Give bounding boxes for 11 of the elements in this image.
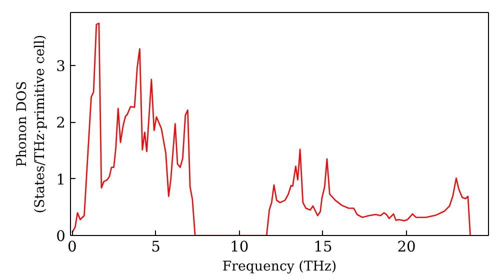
y-tick-label: 3 xyxy=(56,58,66,75)
x-tick-label: 5 xyxy=(151,238,160,256)
x-axis-title: Frequency (THz) xyxy=(222,260,337,274)
x-tick-label: 20 xyxy=(397,238,416,256)
y-tick-label: 0 xyxy=(56,228,66,245)
y-axis-title: Phonon DOS (States/THz·primitive cell) xyxy=(15,34,48,214)
x-tick-label: 10 xyxy=(230,238,249,256)
x-tick-label: 15 xyxy=(314,238,332,256)
x-tick-label: 0 xyxy=(68,238,77,256)
y-tick-label: 2 xyxy=(56,114,66,132)
y-tick-label: 1 xyxy=(56,171,66,188)
